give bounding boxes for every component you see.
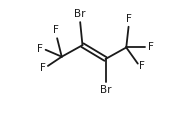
Text: Br: Br — [74, 9, 86, 19]
Text: F: F — [148, 42, 153, 53]
Text: F: F — [37, 44, 43, 54]
Text: Br: Br — [100, 85, 111, 95]
Text: F: F — [126, 14, 132, 24]
Text: F: F — [54, 25, 59, 36]
Text: F: F — [40, 63, 45, 73]
Text: F: F — [139, 61, 145, 71]
